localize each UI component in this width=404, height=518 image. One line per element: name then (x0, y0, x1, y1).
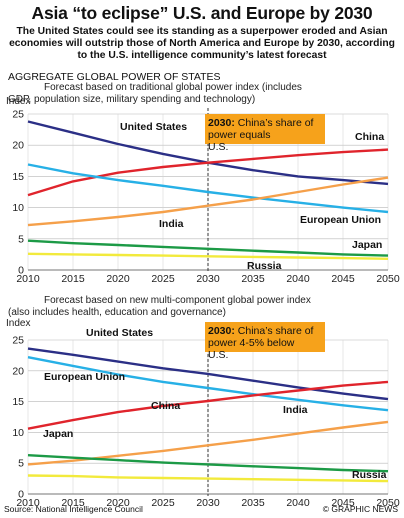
x-tick-label: 2035 (241, 497, 265, 509)
y-tick-label: 15 (12, 171, 24, 183)
y-tick-label: 25 (12, 109, 24, 121)
chart-description: Forecast based on new multi-component gl… (8, 295, 311, 318)
section-heading: AGGREGATE GLOBAL POWER OF STATES (8, 71, 221, 83)
x-tick-label: 2050 (376, 497, 400, 509)
annotation-text: 2030: China’s share of power equals U.S. (208, 117, 314, 153)
series-line-japan (27, 239, 389, 257)
x-tick-label: 2025 (151, 497, 175, 509)
source-note: Source: National Intelligence Council (4, 504, 143, 514)
series-line-japan (27, 454, 389, 473)
annotation-box (205, 114, 325, 144)
series-label: India (283, 404, 308, 416)
x-tick-label: 2015 (61, 273, 85, 285)
series-label: Russia (247, 260, 282, 272)
y-tick-label: 10 (12, 202, 24, 214)
y-tick-label: 0 (18, 489, 24, 501)
series-line-united-states (27, 347, 389, 401)
series-label: China (151, 400, 180, 412)
y-tick-label: 15 (12, 396, 24, 408)
y-tick-label: 20 (12, 140, 24, 152)
x-tick-label: 2040 (286, 497, 310, 509)
x-tick-label: 2030 (196, 273, 220, 285)
y-tick-label: 10 (12, 427, 24, 439)
page-subtitle: The United States could see its standing… (9, 26, 395, 61)
y-tick-label: 5 (18, 458, 24, 470)
page-title: Asia “to eclipse” U.S. and Europe by 203… (31, 3, 373, 23)
series-label: China (355, 131, 384, 143)
series-label: Japan (352, 239, 382, 251)
series-line-china (27, 380, 389, 430)
chart-2: Forecast based on new multi-component gl… (6, 295, 400, 509)
series-line-china (27, 148, 389, 197)
y-tick-label: 0 (18, 265, 24, 277)
series-label: Russia (352, 469, 387, 481)
series-label: European Union (44, 371, 125, 383)
x-tick-label: 2020 (106, 273, 130, 285)
x-tick-label: 2010 (16, 273, 40, 285)
chart-description: Forecast based on traditional global pow… (8, 82, 302, 105)
x-tick-label: 2050 (376, 273, 400, 285)
x-tick-label: 2035 (241, 273, 265, 285)
x-tick-label: 2025 (151, 273, 175, 285)
x-tick-label: 2020 (106, 497, 130, 509)
x-tick-label: 2045 (331, 273, 355, 285)
series-label: European Union (300, 214, 381, 226)
series-line-russia (27, 252, 389, 260)
x-tick-label: 2010 (16, 497, 40, 509)
x-tick-label: 2030 (196, 497, 220, 509)
series-label: India (159, 218, 184, 230)
x-tick-label: 2040 (286, 273, 310, 285)
annotation-box (205, 322, 325, 352)
y-axis-label: Index (6, 318, 30, 329)
credit-note: © GRAPHIC NEWS (322, 504, 398, 514)
y-axis-label: Index (6, 96, 30, 107)
series-line-india (27, 176, 389, 227)
x-tick-label: 2015 (61, 497, 85, 509)
annotation-text: 2030: China’s share of power 4-5% below U.… (208, 325, 314, 361)
y-tick-label: 25 (12, 335, 24, 347)
chart-1: Forecast based on traditional global pow… (6, 82, 400, 285)
series-label: United States (120, 121, 187, 133)
x-tick-label: 2045 (331, 497, 355, 509)
y-tick-label: 20 (12, 365, 24, 377)
series-line-european-union (27, 356, 389, 412)
series-label: Japan (43, 428, 73, 440)
y-tick-label: 5 (18, 233, 24, 245)
series-label: United States (86, 327, 153, 339)
